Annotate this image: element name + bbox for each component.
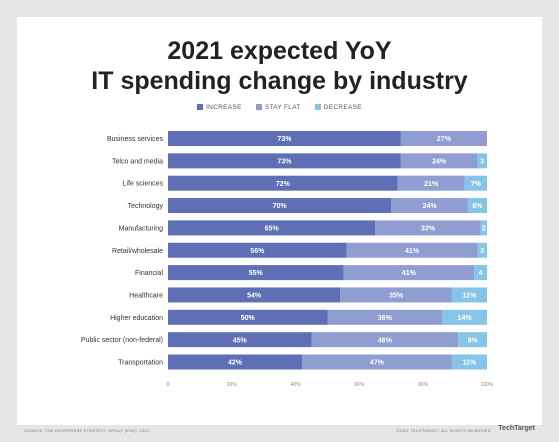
chart-title-line-1: 2021 expected YoY — [167, 37, 392, 65]
source-note: SOURCE: THE ENTERPRISE STRATEGY GROUP (E… — [24, 428, 150, 433]
bar-segment — [346, 242, 478, 258]
legend-label-decrease: DECREASE — [323, 104, 362, 111]
bar-segment — [340, 287, 452, 303]
data-label: 9% — [468, 337, 479, 344]
data-label: 73% — [277, 158, 292, 165]
data-label: 11% — [463, 360, 477, 367]
data-label: 41% — [405, 248, 420, 255]
category-label: Manufacturing — [119, 225, 163, 232]
category-label: Financial — [135, 270, 163, 277]
bar-segment — [168, 265, 344, 281]
category-label: Telco and media — [112, 158, 163, 165]
data-label: 11% — [463, 293, 477, 300]
data-label: 36% — [378, 315, 393, 322]
bar-segment — [168, 287, 341, 303]
data-label: 73% — [277, 136, 292, 143]
category-label: Healthcare — [129, 292, 163, 299]
legend-label-increase: INCREASE — [206, 104, 242, 111]
data-label: 33% — [421, 226, 436, 233]
bar-segment — [168, 309, 328, 325]
category-label: Business services — [107, 136, 164, 143]
category-label: Transportation — [118, 360, 163, 367]
bar-segment — [477, 153, 487, 169]
data-label: 70% — [273, 203, 288, 210]
copyright-note: ©2021 TECHTARGET. ALL RIGHTS RESERVED — [396, 428, 491, 433]
data-label: 54% — [247, 293, 262, 300]
data-label: 27% — [437, 136, 452, 143]
bar-segment — [168, 242, 347, 258]
data-label: 21% — [424, 181, 439, 188]
bar-segment — [451, 287, 487, 303]
bar-segment — [400, 153, 478, 169]
x-tick-label: 0 — [167, 382, 170, 388]
data-label: 3 — [480, 248, 484, 255]
category-label: Public sector (non-federal) — [81, 337, 163, 344]
bar-segment — [301, 354, 452, 370]
legend-item-stay-flat: STAY FLAT — [255, 104, 301, 111]
category-label: Higher education — [110, 315, 163, 322]
data-label: 47% — [370, 360, 385, 367]
legend-swatch-decrease — [314, 104, 321, 111]
bar-segment — [168, 153, 401, 169]
legend-swatch-stay-flat — [255, 104, 262, 111]
data-label: 55% — [249, 270, 264, 277]
x-tick-label: 100% — [481, 382, 494, 388]
legend-label-stay-flat: STAY FLAT — [264, 104, 301, 111]
x-tick-label: 80% — [418, 382, 429, 388]
bar-segment — [467, 198, 487, 214]
bar-segment — [464, 175, 487, 191]
data-label: 35% — [389, 293, 404, 300]
legend-swatch-increase — [197, 104, 204, 111]
legend-item-decrease: DECREASE — [314, 104, 362, 111]
bar-segment — [311, 332, 459, 348]
x-tick-label: 20% — [227, 382, 238, 388]
brand-logo: TechTarget — [498, 425, 535, 432]
bar-segment — [400, 131, 487, 146]
bar-segment — [397, 175, 465, 191]
data-label: 56% — [250, 248, 265, 255]
data-label: 42% — [228, 360, 243, 367]
legend-item-increase: INCREASE — [197, 104, 242, 111]
chart-title-line-2: IT spending change by industry — [91, 67, 468, 95]
bar-segment — [477, 242, 487, 258]
data-label: 46% — [378, 337, 393, 344]
bar-segment — [168, 131, 401, 146]
bar-segment — [168, 354, 302, 370]
x-tick-label: 40% — [291, 382, 302, 388]
bar-segment — [451, 354, 487, 370]
bar-segment — [458, 332, 487, 348]
data-label: 41% — [402, 270, 417, 277]
data-label: 2 — [482, 226, 486, 233]
bar-segment — [442, 309, 487, 325]
bar-segment — [168, 198, 392, 214]
data-label: 45% — [233, 337, 248, 344]
category-label: Retail/wholesale — [112, 248, 163, 255]
category-label: Life sciences — [123, 181, 164, 188]
bar-segment — [343, 265, 475, 281]
data-label: 50% — [241, 315, 256, 322]
x-tick-label: 60% — [354, 382, 365, 388]
bar-segment — [391, 198, 468, 214]
bar-segment — [474, 265, 487, 281]
data-label: 65% — [265, 226, 280, 233]
category-label: Technology — [128, 203, 164, 210]
bar-segment — [168, 332, 312, 348]
bar-segment — [480, 220, 487, 236]
chart-legend: INCREASE STAY FLAT DECREASE — [0, 104, 559, 111]
data-label: 24% — [432, 158, 447, 165]
data-label: 3 — [480, 158, 484, 165]
data-label: 72% — [276, 181, 291, 188]
chart-title: 2021 expected YoY IT spending change by … — [0, 36, 559, 96]
bar-segment — [168, 175, 398, 191]
data-label: 24% — [423, 203, 438, 210]
data-label: 14% — [458, 315, 473, 322]
bar-segment — [168, 220, 376, 236]
bar-segment — [327, 309, 443, 325]
data-label: 4 — [479, 270, 483, 277]
data-label: 7% — [471, 181, 482, 188]
bar-segment — [375, 220, 481, 236]
data-label: 6% — [472, 203, 483, 210]
